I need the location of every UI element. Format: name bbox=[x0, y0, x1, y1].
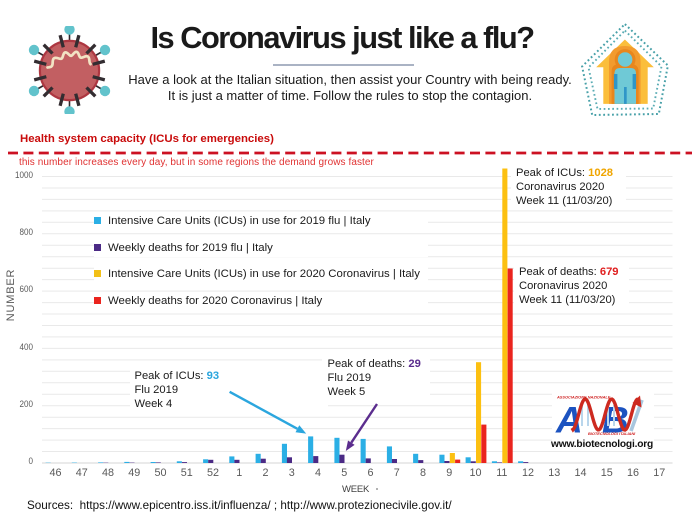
svg-text:ASSOCIAZIONE NAZIONALE: ASSOCIAZIONE NAZIONALE bbox=[556, 395, 611, 400]
svg-text:BIOTECNOLOGI ITALIANI: BIOTECNOLOGI ITALIANI bbox=[588, 431, 636, 436]
